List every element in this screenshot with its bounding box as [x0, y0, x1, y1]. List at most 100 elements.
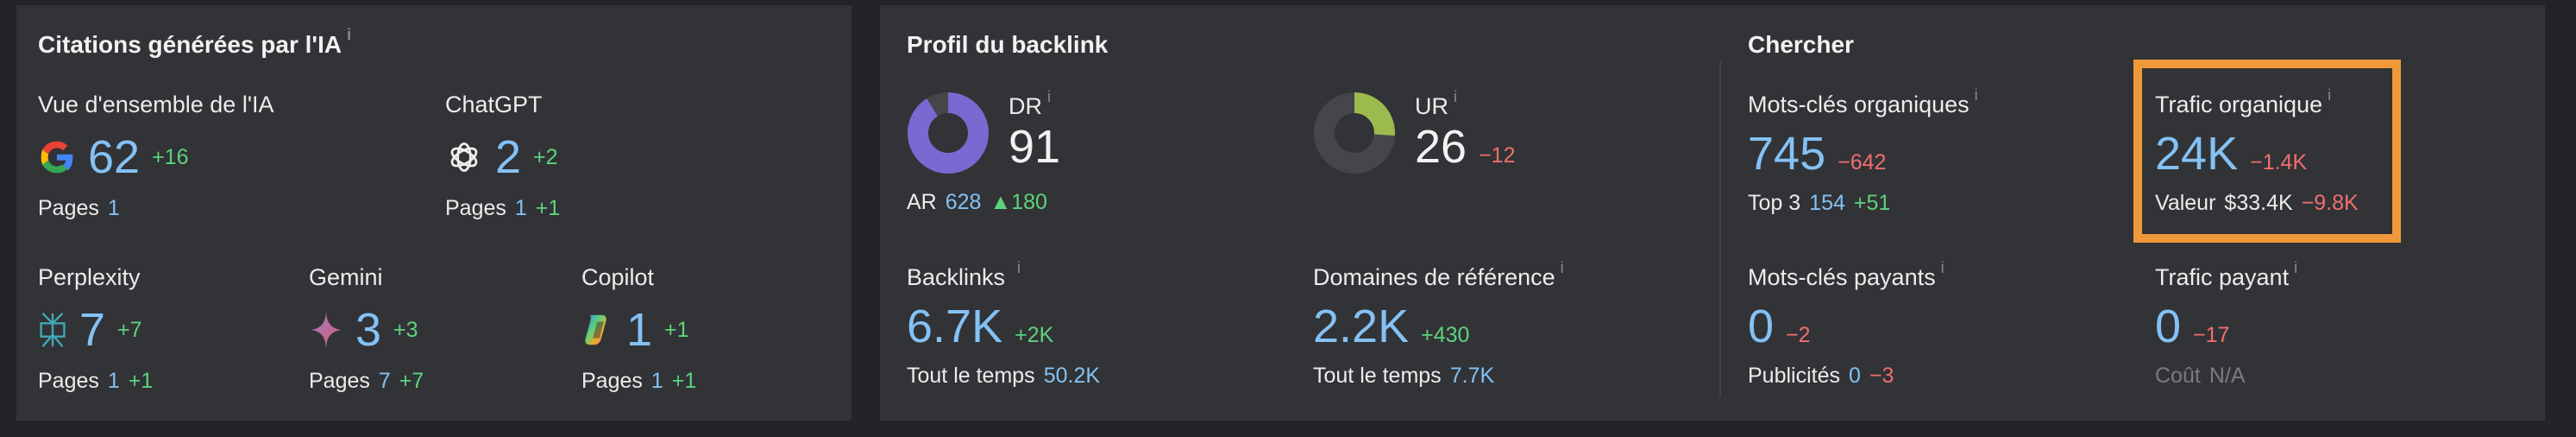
pages-value: 7 — [378, 369, 391, 393]
ref-domains-delta: +430 — [1421, 323, 1470, 347]
all-time-label: Tout le temps — [907, 364, 1035, 388]
dr-donut-arc — [908, 92, 989, 174]
organic-traffic-label: Trafic organique — [2155, 92, 2323, 117]
pages-value: 1 — [107, 369, 120, 393]
info-icon[interactable]: i — [1047, 87, 1051, 105]
ads-delta: −3 — [1869, 364, 1894, 388]
pages-delta: +7 — [399, 369, 424, 393]
organic-keywords-metric[interactable]: Mots-clés organiques i 745 −642 Top 3 154 +5… — [1748, 86, 1978, 216]
pages-label: Pages — [445, 196, 506, 220]
item-delta: +7 — [117, 317, 142, 342]
info-icon[interactable]: i — [1454, 87, 1457, 105]
backlinks-value: 6.7K — [907, 301, 1003, 352]
top3-value: 154 — [1809, 191, 1845, 215]
search-title: Chercher — [1748, 31, 1854, 58]
organic-keywords-label: Mots-clés organiques — [1748, 92, 1970, 117]
info-icon[interactable]: i — [1940, 259, 1945, 276]
ur-delta: −12 — [1479, 142, 1516, 168]
item-label: Vue d'ensemble de l'IA — [38, 92, 274, 117]
google-icon — [41, 141, 73, 174]
ads-value: 0 — [1849, 364, 1861, 388]
dr-value: 91 — [1008, 120, 1061, 173]
paid-traffic-value: 0 — [2155, 301, 2182, 352]
backlinks-metric[interactable]: Backlinks i 6.7K +2K Tout le temps 50.2K — [907, 259, 1101, 389]
dr-label: DR — [1008, 92, 1042, 119]
pages-value: 1 — [107, 196, 120, 220]
item-value: 7 — [79, 304, 106, 356]
info-icon[interactable]: i — [2294, 259, 2298, 276]
paid-keywords-label: Mots-clés payants — [1748, 264, 1936, 290]
ai-citations-title: Citations générées par l'IA i — [38, 26, 351, 59]
paid-traffic-label: Trafic payant — [2155, 264, 2290, 290]
ar-label: AR — [907, 190, 937, 214]
pages-value: 1 — [650, 369, 663, 393]
cost-label: Coût — [2155, 364, 2201, 388]
item-label: ChatGPT — [445, 92, 543, 117]
ur-label: UR — [1415, 92, 1448, 119]
top3-delta: +51 — [1853, 191, 1891, 215]
pages-delta: +1 — [671, 369, 697, 393]
all-time-value: 7.7K — [1449, 364, 1495, 388]
item-value: 1 — [626, 304, 653, 356]
backlinks-delta: +2K — [1015, 323, 1054, 347]
ai-item-perplexity[interactable]: Perplexity 7 +7 Pages 1 +1 — [38, 264, 153, 394]
referring-domains-metric[interactable]: Domaines de référence i 2.2K +430 Tout le … — [1313, 259, 1564, 389]
ai-item-gemini[interactable]: Gemini 3 +3 Pages 7 +7 — [309, 264, 424, 394]
pages-label: Pages — [38, 196, 99, 220]
traffic-value-amount: $33.4K — [2224, 191, 2293, 215]
organic-traffic-value: 24K — [2155, 128, 2239, 180]
organic-traffic-metric[interactable]: Trafic organique i 24K −1.4K Valeur $33.4K −… — [2155, 86, 2359, 216]
ai-item-chatgpt[interactable]: ChatGPT 2 +2 Pages 1 +1 — [445, 92, 560, 221]
dr-metric[interactable]: DR i 91 AR 628 ▲180 — [907, 88, 1061, 215]
pages-label: Pages — [581, 369, 643, 393]
traffic-value-delta: −9.8K — [2301, 191, 2359, 215]
ur-donut-arc — [1314, 92, 1395, 174]
item-delta: +3 — [393, 317, 418, 342]
ai-item-google[interactable]: Vue d'ensemble de l'IA 62 +16 Pages 1 — [38, 92, 273, 221]
copilot-icon — [585, 314, 606, 345]
ads-label: Publicités — [1748, 364, 1840, 388]
info-icon[interactable]: i — [1560, 259, 1564, 276]
gemini-icon — [311, 311, 342, 349]
ref-domains-value: 2.2K — [1313, 301, 1410, 352]
info-icon[interactable]: i — [1017, 259, 1021, 276]
organic-keywords-value: 745 — [1748, 128, 1826, 180]
section-divider — [1719, 60, 1721, 397]
info-icon[interactable]: i — [347, 26, 352, 43]
item-label: Perplexity — [38, 264, 141, 290]
ai-citations-card: Citations générées par l'IA i Vue d'ensem… — [16, 5, 851, 421]
perplexity-icon — [40, 312, 66, 347]
paid-traffic-metric[interactable]: Trafic payant i 0 −17 Coût N/A — [2155, 259, 2297, 389]
info-icon[interactable]: i — [2328, 86, 2332, 104]
info-icon[interactable]: i — [1974, 86, 1978, 104]
item-delta: +16 — [152, 144, 189, 169]
ai-item-copilot[interactable]: Copilot 1 +1 Pages 1 +1 — [581, 264, 696, 394]
organic-keywords-delta: −642 — [1838, 150, 1887, 174]
overview-card: Profil du backlink DR i 91 AR 628 ▲180 UR i … — [880, 5, 2545, 421]
ur-metric[interactable]: UR i 26 −12 — [1313, 88, 1516, 174]
ur-donut-chart — [1314, 92, 1395, 174]
ur-value: 26 — [1415, 120, 1467, 173]
item-value: 62 — [88, 131, 141, 183]
pages-value: 1 — [514, 196, 527, 220]
paid-traffic-delta: −17 — [2193, 323, 2230, 347]
paid-keywords-value: 0 — [1748, 301, 1775, 352]
item-delta: +1 — [664, 317, 689, 342]
all-time-value: 50.2K — [1043, 364, 1101, 388]
ar-value: 628 — [945, 190, 982, 214]
item-delta: +2 — [533, 144, 558, 169]
pages-label: Pages — [309, 369, 370, 393]
cost-value: N/A — [2208, 364, 2246, 388]
organic-traffic-highlight — [2133, 60, 2401, 243]
item-value: 3 — [355, 304, 382, 356]
pages-delta: +1 — [128, 369, 154, 393]
paid-keywords-metric[interactable]: Mots-clés payants i 0 −2 Publicités 0 −3 — [1748, 259, 1945, 389]
ar-delta: ▲180 — [990, 190, 1047, 214]
pages-delta: +1 — [535, 196, 561, 220]
backlink-profile-title: Profil du backlink — [907, 31, 1109, 58]
paid-keywords-delta: −2 — [1786, 323, 1811, 347]
chatgpt-icon — [450, 142, 478, 172]
top3-label: Top 3 — [1748, 191, 1801, 215]
organic-traffic-delta: −1.4K — [2250, 150, 2308, 174]
card-title-text: Citations générées par l'IA — [38, 31, 342, 58]
